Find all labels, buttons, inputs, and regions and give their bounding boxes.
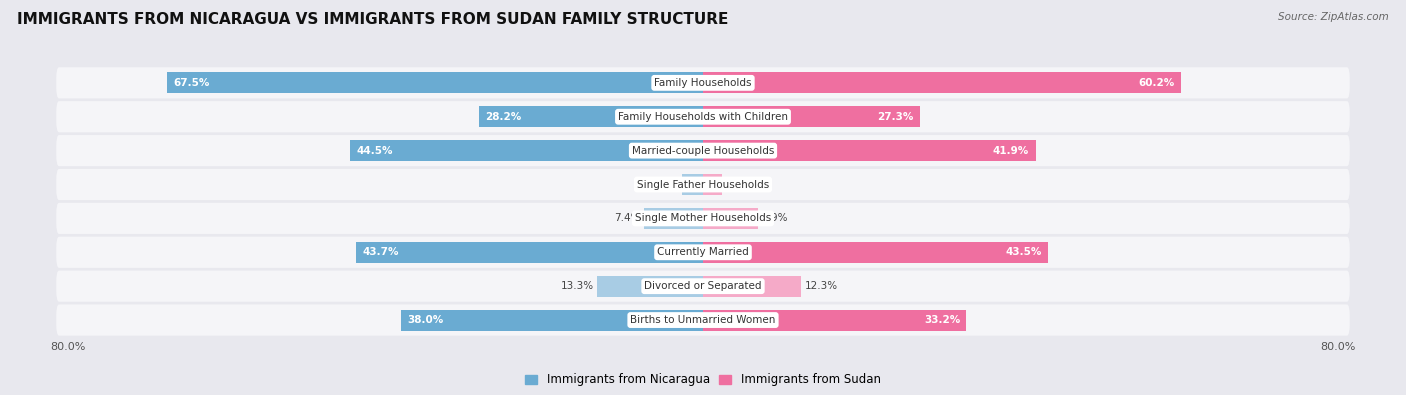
FancyBboxPatch shape — [56, 135, 1350, 166]
Text: Family Households: Family Households — [654, 78, 752, 88]
Text: 7.4%: 7.4% — [614, 213, 640, 224]
Text: 41.9%: 41.9% — [993, 146, 1029, 156]
Bar — [703, 276, 800, 297]
Text: 27.3%: 27.3% — [877, 112, 914, 122]
Text: 2.4%: 2.4% — [725, 179, 752, 190]
Text: 43.5%: 43.5% — [1005, 247, 1042, 257]
Bar — [703, 208, 758, 229]
Text: 28.2%: 28.2% — [485, 112, 522, 122]
FancyBboxPatch shape — [56, 169, 1350, 200]
Text: 38.0%: 38.0% — [408, 315, 444, 325]
Text: 6.9%: 6.9% — [762, 213, 789, 224]
Text: Source: ZipAtlas.com: Source: ZipAtlas.com — [1278, 12, 1389, 22]
Text: 2.7%: 2.7% — [651, 179, 678, 190]
Text: Divorced or Separated: Divorced or Separated — [644, 281, 762, 291]
Bar — [167, 72, 703, 93]
Bar — [402, 310, 703, 331]
Bar — [356, 242, 703, 263]
Text: 44.5%: 44.5% — [356, 146, 392, 156]
FancyBboxPatch shape — [56, 305, 1350, 336]
Text: 60.2%: 60.2% — [1137, 78, 1174, 88]
FancyBboxPatch shape — [56, 237, 1350, 268]
FancyBboxPatch shape — [56, 67, 1350, 98]
Text: 43.7%: 43.7% — [363, 247, 399, 257]
Bar — [598, 276, 703, 297]
FancyBboxPatch shape — [56, 203, 1350, 234]
Text: Births to Unmarried Women: Births to Unmarried Women — [630, 315, 776, 325]
Text: 12.3%: 12.3% — [804, 281, 838, 291]
Legend: Immigrants from Nicaragua, Immigrants from Sudan: Immigrants from Nicaragua, Immigrants fr… — [526, 373, 880, 386]
FancyBboxPatch shape — [56, 271, 1350, 302]
Bar — [703, 242, 1049, 263]
Bar — [703, 72, 1181, 93]
Text: Single Father Households: Single Father Households — [637, 179, 769, 190]
Bar — [703, 140, 1035, 161]
Text: IMMIGRANTS FROM NICARAGUA VS IMMIGRANTS FROM SUDAN FAMILY STRUCTURE: IMMIGRANTS FROM NICARAGUA VS IMMIGRANTS … — [17, 12, 728, 27]
Bar — [703, 106, 920, 127]
Text: 13.3%: 13.3% — [561, 281, 593, 291]
Bar — [682, 174, 703, 195]
Bar — [703, 174, 723, 195]
Bar — [350, 140, 703, 161]
Text: 33.2%: 33.2% — [924, 315, 960, 325]
Bar — [644, 208, 703, 229]
Text: 67.5%: 67.5% — [174, 78, 209, 88]
Text: Currently Married: Currently Married — [657, 247, 749, 257]
Bar — [703, 310, 966, 331]
FancyBboxPatch shape — [56, 101, 1350, 132]
Text: Single Mother Households: Single Mother Households — [636, 213, 770, 224]
Text: Married-couple Households: Married-couple Households — [631, 146, 775, 156]
Bar — [479, 106, 703, 127]
Text: Family Households with Children: Family Households with Children — [619, 112, 787, 122]
